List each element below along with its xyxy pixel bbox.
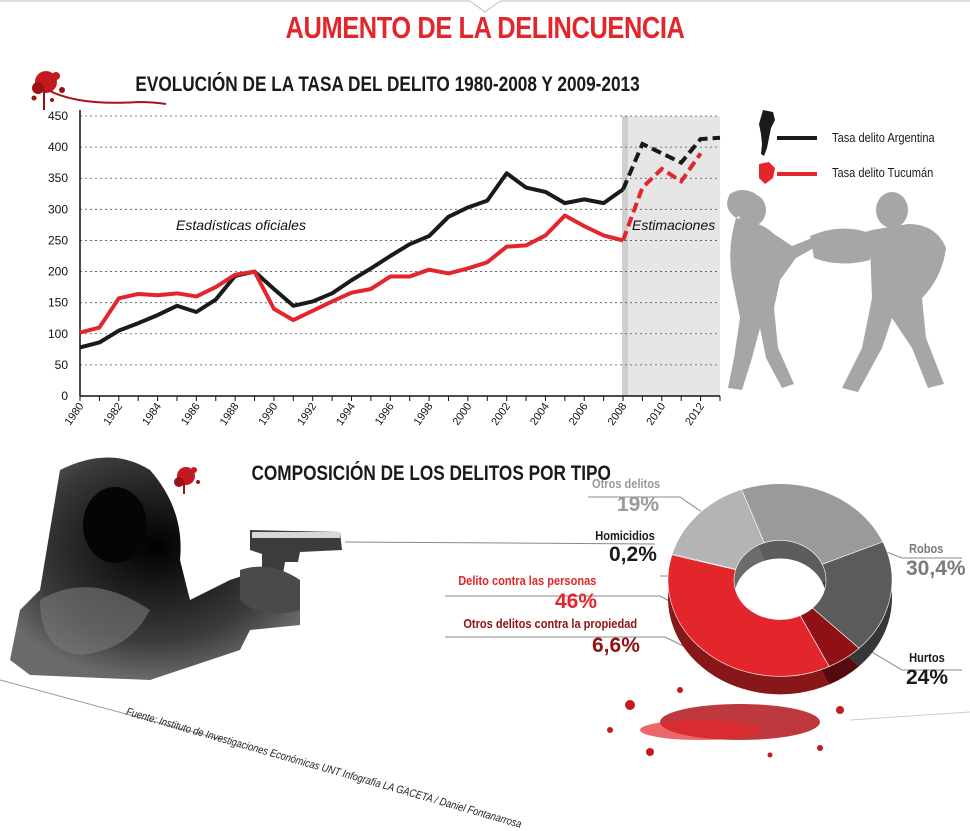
x-tick-label: 2000 <box>450 401 474 428</box>
x-tick-label: 1986 <box>179 401 203 428</box>
blood-pool-illustration <box>607 687 844 758</box>
x-tick-label: 2008 <box>606 401 630 428</box>
y-tick-label: 200 <box>48 265 68 279</box>
donut-chart <box>667 483 893 695</box>
y-tick-label: 400 <box>48 140 68 154</box>
hooded-gunman-illustration <box>10 457 342 680</box>
pie-label-hurtos: Hurtos <box>909 650 945 665</box>
x-tick-label: 1982 <box>101 401 125 428</box>
series-estimate-line-0 <box>621 135 721 191</box>
y-tick-label: 450 <box>48 109 68 123</box>
pie-value-otros-delitos: 19% <box>617 493 660 516</box>
tucuman-map-icon <box>759 162 775 184</box>
pie-label-robos: Robos <box>909 541 944 556</box>
y-tick-label: 350 <box>48 171 68 185</box>
legend-swatch-tucuman <box>777 172 817 176</box>
series-estimate-line-1 <box>621 152 703 242</box>
x-tick-label: 1988 <box>218 401 242 428</box>
pie-value-otros-propiedad: 6,6% <box>592 634 640 657</box>
donut-slice-0 <box>741 483 884 565</box>
y-tick-label: 0 <box>61 389 68 403</box>
annotation-official: Estadísticas oficiales <box>176 217 306 233</box>
pie-label-otros-propiedad: Otros delitos contra la propiedad <box>463 616 638 631</box>
section-title-evolution: EVOLUCIÓN DE LA TASA DEL DELITO 1980-200… <box>135 73 640 96</box>
pie-label-homicidios: Homicidios <box>595 528 655 543</box>
y-tick-label: 100 <box>48 327 68 341</box>
donut-slice-3 <box>667 554 830 677</box>
donut-slice-5 <box>671 489 765 570</box>
top-divider <box>0 0 970 13</box>
pie-value-homicidios: 0,2% <box>609 543 657 566</box>
line-chart: 0 50 100 150 200 250 300 350 400 450 1980 1982 1984 1… <box>48 109 721 428</box>
series-line-1 <box>79 213 624 335</box>
legend: Tasa delito Argentina Tasa delito Tucumá… <box>755 108 965 188</box>
pie-label-delito-personas: Delito contra las personas <box>458 573 597 588</box>
pie-value-delito-personas: 46% <box>555 590 598 613</box>
pie-label-otros-delitos: Otros delitos <box>592 476 661 491</box>
estimate-region <box>623 116 720 396</box>
x-tick-label: 1990 <box>257 401 281 428</box>
x-tick-label: 1994 <box>334 401 358 428</box>
x-tick-label: 2006 <box>567 401 591 428</box>
legend-swatch-argentina <box>777 136 817 140</box>
estimate-region-edge <box>622 116 629 396</box>
y-tick-label: 250 <box>48 233 68 247</box>
section-title-composition: COMPOSICIÓN DE LOS DELITOS POR TIPO <box>251 462 611 485</box>
x-tick-label: 2010 <box>644 401 668 428</box>
x-tick-label: 2004 <box>528 401 552 428</box>
robbery-silhouette-illustration <box>727 190 946 392</box>
x-tick-label: 1984 <box>140 401 164 428</box>
x-tick-label: 2012 <box>683 401 707 428</box>
y-tick-label: 150 <box>48 296 68 310</box>
annotation-estimates: Estimaciones <box>632 217 715 233</box>
x-tick-label: 1998 <box>412 401 436 428</box>
x-tick-label: 1992 <box>295 401 319 428</box>
blood-splat-icon-small <box>174 467 200 494</box>
x-tick-label: 1996 <box>373 401 397 428</box>
pie-value-robos: 30,4% <box>906 557 966 580</box>
main-title: AUMENTO DE LA DELINCUENCIA <box>285 10 685 45</box>
y-tick-label: 300 <box>48 202 68 216</box>
x-tick-label: 1980 <box>63 401 87 428</box>
x-tick-label: 2002 <box>489 401 513 428</box>
pie-value-hurtos: 24% <box>906 666 949 689</box>
blood-splat-icon <box>31 71 167 110</box>
y-tick-label: 50 <box>55 358 69 372</box>
series-line-0 <box>79 171 625 350</box>
legend-label-argentina: Tasa delito Argentina <box>832 130 935 145</box>
argentina-map-icon <box>759 110 775 156</box>
legend-label-tucuman: Tasa delito Tucumán <box>831 165 934 180</box>
donut-slice-1 <box>811 541 893 649</box>
